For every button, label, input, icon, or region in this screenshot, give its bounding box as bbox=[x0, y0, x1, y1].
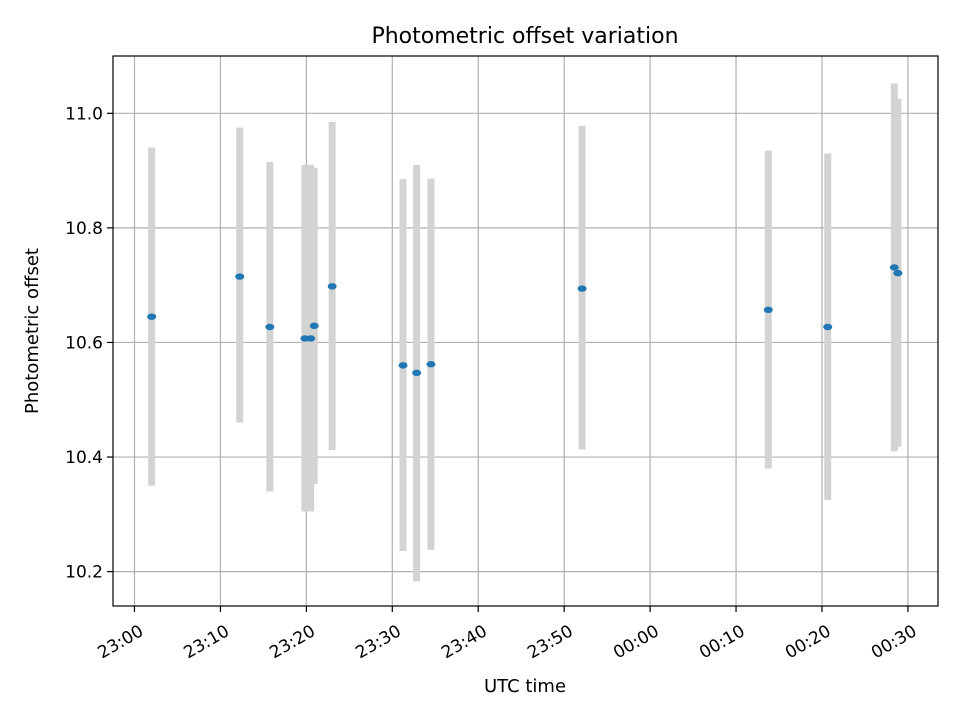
y-tick-label: 10.6 bbox=[65, 333, 103, 353]
data-point bbox=[235, 273, 245, 280]
y-tick-label: 10.4 bbox=[65, 448, 103, 468]
data-point bbox=[309, 322, 319, 330]
plot-area-frame bbox=[112, 55, 939, 607]
data-point bbox=[398, 362, 408, 369]
y-tick-label: 10.2 bbox=[65, 563, 103, 583]
data-point bbox=[577, 285, 587, 292]
data-point bbox=[763, 306, 773, 314]
data-point bbox=[893, 269, 903, 277]
data-points bbox=[147, 264, 903, 377]
data-point bbox=[265, 323, 275, 331]
data-point bbox=[412, 369, 422, 377]
data-point bbox=[327, 283, 337, 290]
data-point bbox=[426, 361, 436, 368]
grid-lines bbox=[113, 56, 938, 606]
data-point bbox=[147, 313, 157, 320]
data-point bbox=[306, 335, 316, 342]
plot-area-background bbox=[113, 56, 938, 606]
y-axis-label: Photometric offset bbox=[22, 248, 43, 414]
data-point bbox=[889, 264, 899, 271]
data-point bbox=[823, 323, 833, 331]
x-axis-label: UTC time bbox=[484, 676, 566, 697]
y-tick-label: 11.0 bbox=[65, 104, 103, 124]
y-tick-label: 10.8 bbox=[65, 219, 103, 239]
chart-title: Photometric offset variation bbox=[371, 24, 678, 49]
